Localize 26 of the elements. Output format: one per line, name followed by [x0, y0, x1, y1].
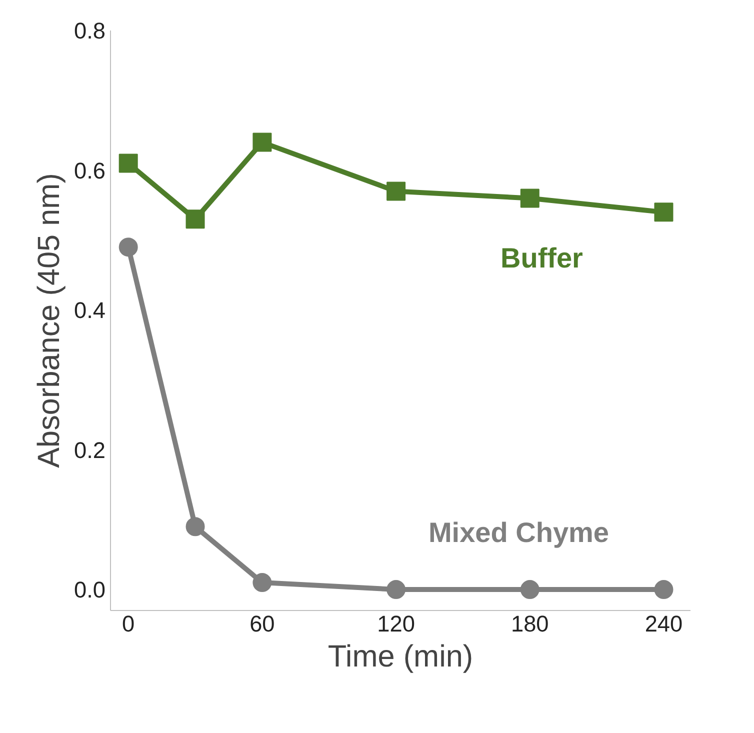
x-tick-label: 180: [510, 610, 549, 636]
x-tick-label: 0: [122, 610, 135, 636]
x-axis-title: Time (min): [328, 640, 474, 674]
y-tick-label: 0.0: [74, 576, 106, 603]
point: [654, 580, 674, 600]
point: [252, 573, 272, 592]
point: [386, 580, 406, 600]
y-tick-label: 0.6: [74, 157, 106, 184]
y-tick-label: 0.8: [74, 18, 106, 44]
x-tick-label: 120: [377, 610, 415, 636]
series-label: Buffer: [500, 242, 584, 274]
point: [520, 580, 540, 600]
point: [252, 132, 272, 152]
point: [118, 238, 138, 257]
point: [186, 517, 205, 536]
point: [186, 210, 205, 229]
y-tick-label: 0.4: [74, 297, 106, 324]
point: [118, 154, 138, 173]
series-label: Mixed Chyme: [428, 517, 609, 548]
point: [654, 202, 674, 222]
y-axis-title: Absorbance (405 nm): [32, 173, 66, 468]
x-tick-label: 240: [644, 610, 683, 636]
point: [386, 182, 406, 201]
y-tick-label: 0.2: [74, 436, 106, 463]
point: [520, 188, 540, 208]
x-tick-label: 60: [250, 610, 275, 636]
